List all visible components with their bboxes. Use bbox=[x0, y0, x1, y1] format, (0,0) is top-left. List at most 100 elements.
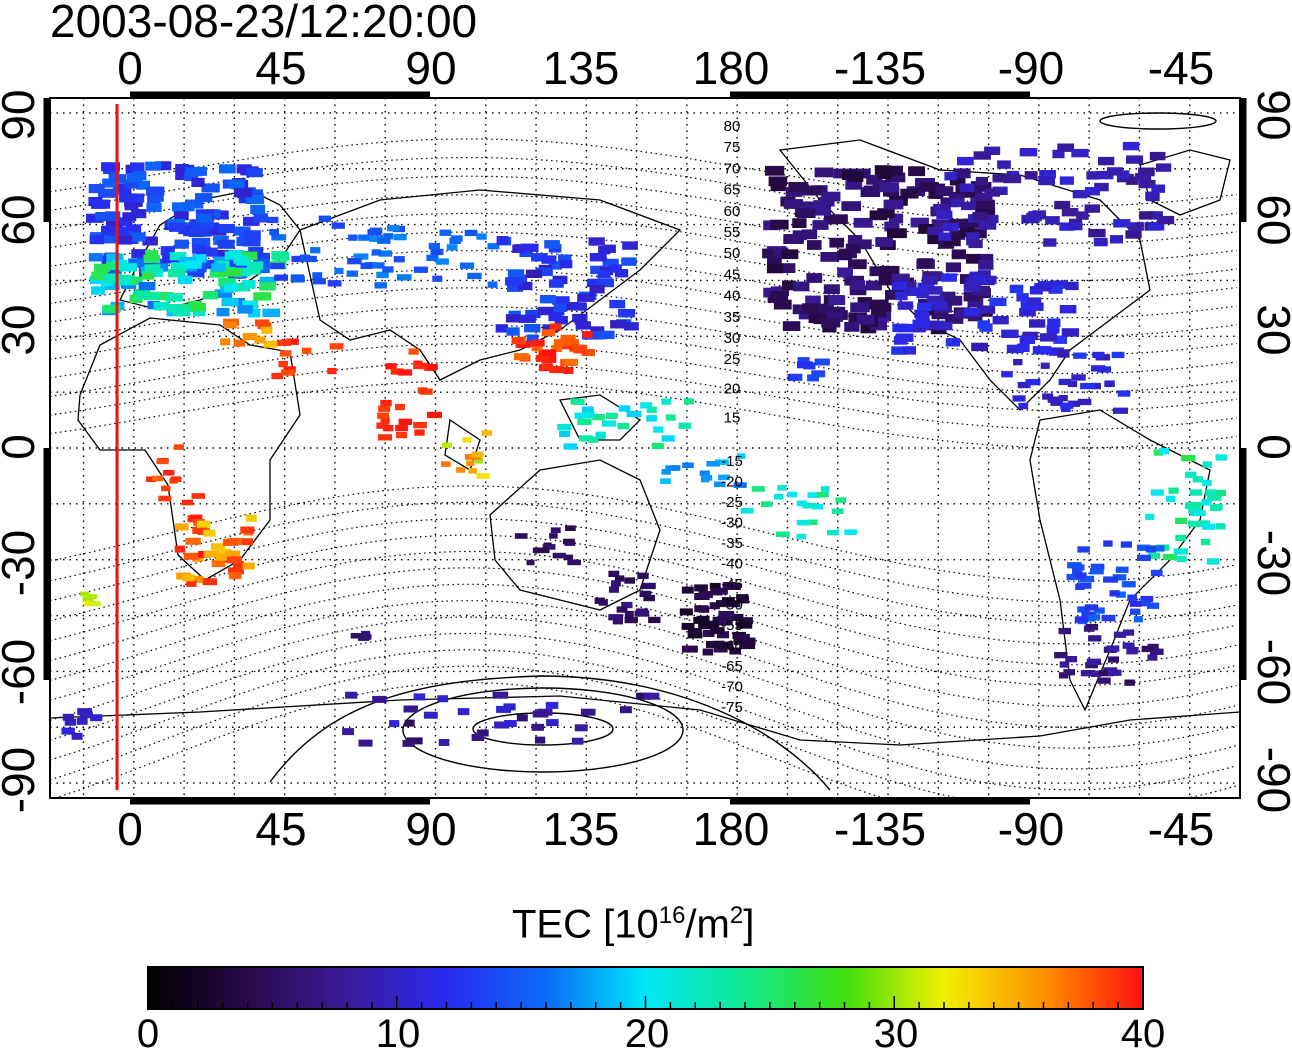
tec-cell bbox=[393, 256, 405, 263]
tec-cell bbox=[1136, 544, 1150, 551]
tec-cell bbox=[1162, 553, 1177, 561]
tec-cell bbox=[981, 214, 999, 224]
contour-line-south bbox=[50, 583, 1237, 707]
tec-cell bbox=[261, 326, 273, 334]
tec-cell bbox=[221, 297, 239, 307]
tec-cell bbox=[781, 249, 799, 260]
tec-cell bbox=[224, 251, 242, 260]
tec-cell bbox=[978, 260, 994, 270]
tec-cell bbox=[1071, 374, 1086, 381]
tec-cell bbox=[845, 179, 863, 190]
tec-cell bbox=[736, 594, 749, 602]
tec-cell bbox=[178, 275, 193, 285]
tec-cell bbox=[567, 559, 581, 566]
tec-cell bbox=[1165, 495, 1176, 502]
tec-cell bbox=[716, 631, 730, 639]
tec-cell bbox=[883, 165, 904, 176]
tec-cell bbox=[717, 618, 733, 626]
tec-cell bbox=[396, 274, 412, 281]
tec-cell bbox=[515, 340, 531, 348]
tec-cell bbox=[1034, 283, 1052, 292]
tec-cell bbox=[1122, 642, 1135, 649]
colorbar-tick-label: 30 bbox=[873, 1012, 919, 1056]
contour-label: -25 bbox=[721, 494, 743, 511]
right-axis-tick-label: 90 bbox=[1248, 89, 1292, 140]
top-axis-tick-label: 90 bbox=[405, 42, 456, 94]
tec-cell bbox=[973, 151, 991, 160]
tec-cell bbox=[701, 475, 713, 481]
tec-cell bbox=[963, 283, 981, 292]
tec-cell bbox=[88, 184, 105, 194]
tec-cell bbox=[347, 258, 362, 265]
tec-cell bbox=[737, 453, 746, 459]
tec-cell bbox=[277, 339, 292, 346]
tec-cell bbox=[377, 237, 391, 244]
tec-cell bbox=[622, 241, 638, 250]
tec-cell bbox=[196, 520, 211, 528]
tec-cell bbox=[168, 222, 186, 232]
tec-cell bbox=[971, 342, 988, 352]
tec-cell bbox=[182, 574, 195, 582]
tec-cell bbox=[471, 734, 485, 741]
tec-cell bbox=[246, 168, 263, 178]
contour-line-north bbox=[50, 194, 1237, 263]
tec-cell bbox=[102, 304, 121, 314]
tec-cell bbox=[740, 507, 754, 514]
tec-cell bbox=[427, 411, 442, 419]
tec-cell bbox=[123, 179, 139, 189]
tec-cell bbox=[430, 248, 444, 256]
tec-cell bbox=[1137, 554, 1151, 561]
tec-cell bbox=[1057, 143, 1075, 152]
tec-cell bbox=[1076, 211, 1089, 220]
tec-cell bbox=[624, 577, 635, 584]
tec-cell bbox=[860, 323, 877, 334]
tec-cell bbox=[474, 458, 483, 464]
tec-cell bbox=[220, 338, 231, 346]
tec-cell bbox=[1189, 489, 1203, 496]
tec-cell bbox=[939, 291, 956, 302]
tec-cell bbox=[301, 347, 312, 354]
tec-cell bbox=[105, 211, 121, 221]
tec-cell bbox=[1127, 594, 1138, 601]
tec-cell bbox=[1074, 572, 1087, 579]
tec-cell bbox=[808, 313, 826, 324]
tec-cell bbox=[1019, 148, 1038, 157]
tec-cell bbox=[202, 578, 218, 586]
tec-cell bbox=[449, 237, 462, 244]
tec-cell bbox=[76, 717, 88, 725]
tec-cell bbox=[1150, 648, 1164, 655]
tec-cell bbox=[797, 357, 810, 365]
colorbar-title-end: ] bbox=[743, 902, 755, 947]
tec-cell bbox=[1115, 566, 1129, 573]
tec-cell bbox=[1128, 222, 1144, 231]
tec-cell bbox=[598, 330, 615, 340]
tec-cell bbox=[1155, 163, 1172, 172]
tec-cell bbox=[371, 249, 382, 256]
tec-cell bbox=[1150, 569, 1163, 577]
tec-cell bbox=[651, 442, 664, 450]
tec-cell bbox=[1088, 635, 1102, 642]
tec-cell bbox=[369, 235, 384, 242]
tec-cell bbox=[291, 255, 305, 263]
tec-cell bbox=[467, 272, 482, 280]
tec-cell bbox=[228, 179, 245, 189]
tec-cell bbox=[610, 320, 627, 329]
tec-cell bbox=[1148, 222, 1165, 231]
tec-cell bbox=[709, 602, 720, 610]
tec-cell bbox=[572, 344, 588, 352]
tec-cell bbox=[589, 285, 605, 294]
tec-cell bbox=[793, 281, 810, 292]
tec-cell bbox=[228, 567, 244, 575]
tec-cell bbox=[912, 324, 926, 333]
tec-cell bbox=[1059, 661, 1070, 668]
tec-cell bbox=[423, 711, 438, 719]
tec-cell bbox=[782, 280, 797, 291]
tec-cell bbox=[1212, 489, 1227, 497]
tec-cell bbox=[935, 186, 954, 196]
tec-cell bbox=[1046, 325, 1060, 334]
plot-area bbox=[50, 98, 1240, 798]
tec-cell bbox=[687, 628, 702, 636]
tec-cell bbox=[395, 403, 406, 411]
tec-cell bbox=[119, 263, 137, 272]
tec-cell bbox=[184, 172, 199, 182]
